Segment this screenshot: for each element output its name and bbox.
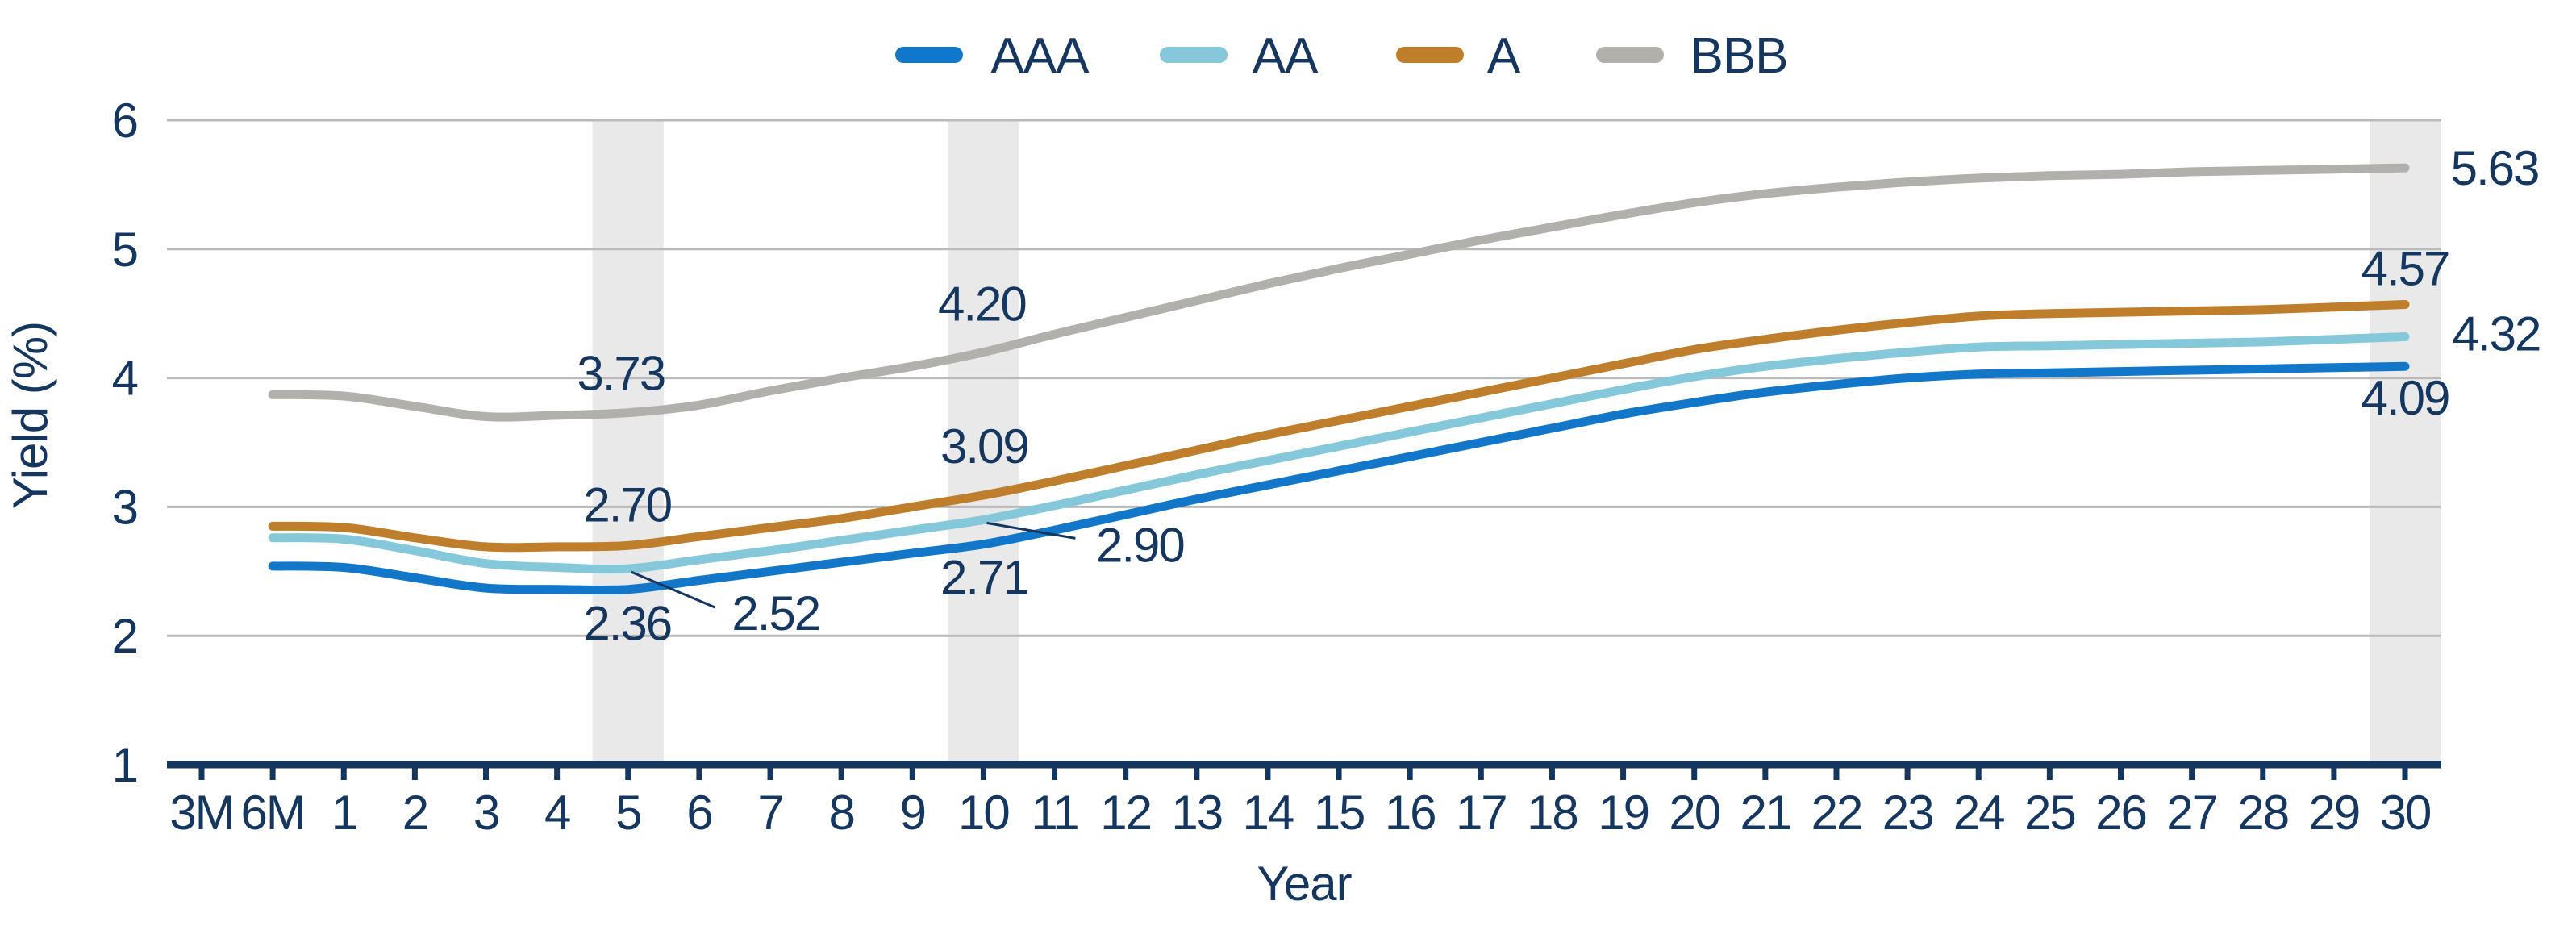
x-tick-label-6: 6 xyxy=(686,786,711,840)
x-tick-label-5: 5 xyxy=(615,786,640,840)
legend-swatch-bbb xyxy=(1596,47,1664,63)
gridlines xyxy=(167,119,2441,637)
y-tick-label-5: 5 xyxy=(112,223,137,277)
legend-item-aaa: AAA xyxy=(895,28,1090,84)
y-tick-label-2: 2 xyxy=(112,609,137,663)
x-tick-label-20: 20 xyxy=(1669,786,1719,840)
data-label-bbb-30: 5.63 xyxy=(2451,141,2539,195)
x-tick-label-13: 13 xyxy=(1171,786,1222,840)
legend-item-a: A xyxy=(1396,28,1522,84)
data-label-bbb-5: 3.73 xyxy=(577,347,665,401)
x-tick-label-3: 3 xyxy=(473,786,498,840)
data-label-aa-5: 2.52 xyxy=(732,586,819,640)
x-tick-label-2: 2 xyxy=(402,786,427,840)
series-line-aaa xyxy=(268,361,2410,595)
highlight-bands xyxy=(592,120,2441,761)
data-label-aaa-10: 2.71 xyxy=(940,551,1028,605)
legend-item-bbb: BBB xyxy=(1596,28,1789,84)
data-label-aaa-30: 4.09 xyxy=(2361,371,2449,425)
x-tick-label-8: 8 xyxy=(828,786,853,840)
x-tick-label-23: 23 xyxy=(1882,786,1933,840)
highlight-band-year-10 xyxy=(948,120,1019,761)
highlight-band-year-30 xyxy=(2369,120,2441,761)
x-tick-label-6M: 6M xyxy=(240,786,304,840)
y-tick-label-1: 1 xyxy=(112,738,137,792)
data-label-aaa-5: 2.36 xyxy=(583,597,671,651)
legend-item-aa: AA xyxy=(1160,28,1319,84)
x-tick-label-12: 12 xyxy=(1100,786,1151,840)
series-line-bbb xyxy=(268,163,2410,422)
highlight-band-year-5 xyxy=(592,120,664,761)
x-tick-label-1: 1 xyxy=(331,786,356,840)
x-tick-label-11: 11 xyxy=(1031,786,1078,840)
x-tick-label-27: 27 xyxy=(2166,786,2217,840)
leader-line-aa-5 xyxy=(631,570,716,609)
x-tick-label-28: 28 xyxy=(2237,786,2288,840)
y-axis-title: Yield (%) xyxy=(3,322,57,509)
y-tick-label-4: 4 xyxy=(112,352,138,406)
data-label-aa-30: 4.32 xyxy=(2453,307,2541,361)
legend-label-aaa: AAA xyxy=(990,28,1090,84)
x-tick-label-29: 29 xyxy=(2308,786,2359,840)
x-tick-label-3M: 3M xyxy=(169,786,233,840)
x-tick-label-25: 25 xyxy=(2024,786,2075,840)
x-tick-label-15: 15 xyxy=(1314,786,1365,840)
legend-label-a: A xyxy=(1487,28,1521,84)
series-line-aa xyxy=(268,332,2410,574)
series-line-a xyxy=(268,300,2410,553)
x-tick-label-14: 14 xyxy=(1243,786,1294,840)
leader-line-aa-10 xyxy=(986,521,1076,540)
y-tick-label-6: 6 xyxy=(112,94,137,148)
legend-label-bbb: BBB xyxy=(1690,28,1787,84)
x-tick-label-30: 30 xyxy=(2380,786,2431,840)
x-tick-label-18: 18 xyxy=(1527,786,1578,840)
data-label-bbb-10: 4.20 xyxy=(938,277,1026,332)
x-tick-label-17: 17 xyxy=(1456,786,1507,840)
y-tick-label-3: 3 xyxy=(112,480,137,534)
x-tick-label-24: 24 xyxy=(1953,786,2004,840)
x-tick-label-22: 22 xyxy=(1811,786,1862,840)
legend-swatch-aaa xyxy=(895,47,963,63)
x-tick-label-4: 4 xyxy=(544,786,570,840)
data-label-a-30: 4.57 xyxy=(2361,242,2449,296)
data-label-a-10: 3.09 xyxy=(940,419,1028,473)
legend-label-aa: AA xyxy=(1253,28,1319,84)
x-tick-label-10: 10 xyxy=(958,786,1009,840)
data-label-a-5: 2.70 xyxy=(583,478,671,532)
y-tick-labels: 1 2 3 4 5 6 xyxy=(112,94,140,792)
x-tick-label-19: 19 xyxy=(1598,786,1649,840)
legend-swatch-aa xyxy=(1160,47,1228,63)
x-tick-label-26: 26 xyxy=(2095,786,2146,840)
x-tick-label-16: 16 xyxy=(1385,786,1436,840)
chart-legend: AAA AA A BBB xyxy=(895,28,1789,84)
x-axis-title: Year xyxy=(1257,857,1351,911)
x-axis xyxy=(167,761,2441,780)
data-labels: 3.73 2.70 2.36 2.52 4.20 3.09 2.90 2.71 5.634.57… xyxy=(577,141,2541,651)
series-lines xyxy=(268,163,2410,595)
legend-swatch-a xyxy=(1396,47,1464,63)
data-label-aa-10: 2.90 xyxy=(1096,518,1184,572)
x-tick-label-9: 9 xyxy=(900,786,925,840)
x-tick-label-7: 7 xyxy=(757,786,782,840)
x-tick-label-21: 21 xyxy=(1740,786,1790,840)
x-tick-labels: 3M 6M 1 2 3 4 5 6 7 8 9 10 11 12 13 14 15 16 17 18 19 20 21 22 2… xyxy=(169,786,2432,840)
